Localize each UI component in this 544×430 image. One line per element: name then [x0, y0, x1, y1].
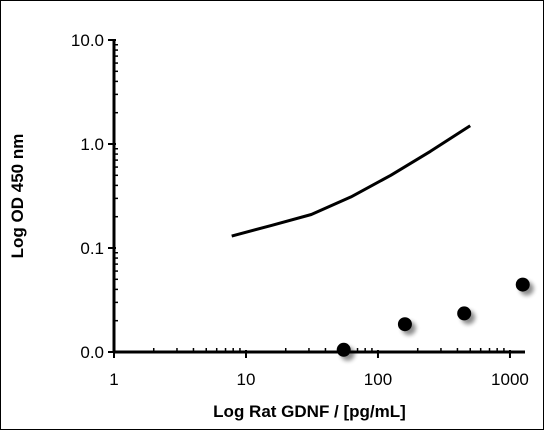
y-axis-title: Log OD 450 nm: [8, 134, 27, 259]
y-tick-label: 0.0: [80, 343, 104, 362]
data-point: [397, 317, 412, 332]
y-tick-label: 0.1: [80, 239, 104, 258]
x-tick-label: 10: [237, 370, 256, 389]
y-tick-label: 1.0: [80, 135, 104, 154]
data-point: [457, 306, 472, 321]
standard-curve-line: [231, 124, 472, 238]
x-axis-title: Log Rat GDNF / [pg/mL]: [213, 402, 406, 421]
data-point: [336, 342, 351, 357]
x-tick-label: 100: [364, 370, 392, 389]
y-tick-label: 10.0: [71, 31, 104, 50]
data-point: [515, 277, 530, 292]
x-tick-label: 1: [109, 370, 118, 389]
x-tick-label: 1000: [491, 370, 529, 389]
